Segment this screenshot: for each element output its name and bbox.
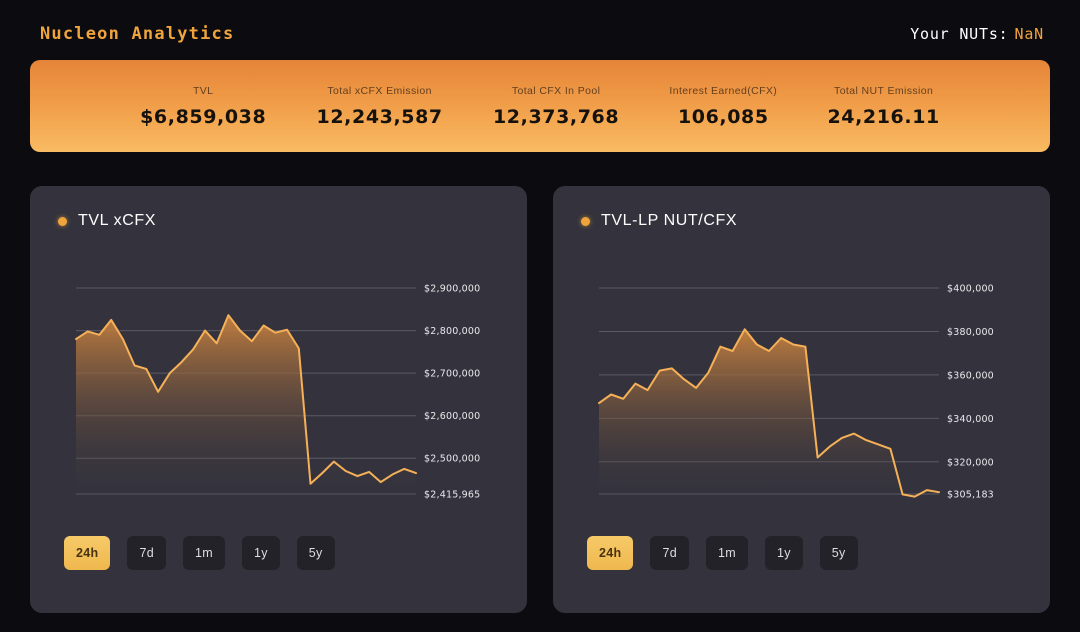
svg-text:$360,000: $360,000 [947, 370, 994, 381]
stats-banner: TVL $6,859,038 Total xCFX Emission 12,24… [30, 60, 1050, 152]
card-title-row: TVL xCFX [58, 212, 499, 230]
stat-cfx-in-pool: Total CFX In Pool 12,373,768 [493, 85, 619, 128]
your-nuts-label: Your NUTs: [910, 25, 1009, 43]
stat-tvl: TVL $6,859,038 [140, 85, 266, 128]
chart-svg: $400,000 $380,000 $360,000 $340,000 $320,000… [598, 284, 994, 501]
legend-dot-icon [581, 216, 590, 226]
stat-value: $6,859,038 [140, 105, 267, 128]
stat-label: Interest Earned(CFX) [669, 84, 778, 97]
chart-svg: $2,900,000 $2,800,000 $2,700,000 $2,600,000… [75, 284, 480, 501]
stat-label: Total xCFX Emission [327, 84, 432, 97]
your-nuts: Your NUTs: NaN [910, 25, 1044, 43]
stat-label: Total NUT Emission [834, 84, 934, 97]
time-range-button-5y[interactable]: 5y [819, 536, 858, 570]
area-chart: $400,000 $380,000 $360,000 $340,000 $320,000… [589, 278, 1022, 510]
time-range-button-1y[interactable]: 1y [241, 536, 280, 570]
time-range-button-5y[interactable]: 5y [296, 536, 335, 570]
svg-text:$2,415,965: $2,415,965 [424, 490, 480, 501]
time-range-button-7d[interactable]: 7d [650, 536, 689, 570]
stat-label: TVL [192, 84, 214, 97]
svg-text:$2,800,000: $2,800,000 [424, 326, 480, 337]
svg-text:$340,000: $340,000 [947, 414, 994, 425]
chart-title: TVL-LP NUT/CFX [601, 212, 738, 229]
svg-text:$380,000: $380,000 [947, 327, 994, 338]
chart-title: TVL xCFX [78, 212, 156, 229]
area-chart: $2,900,000 $2,800,000 $2,700,000 $2,600,000… [66, 278, 499, 510]
time-range-buttons: 24h 7d 1m 1y 5y [64, 536, 499, 570]
time-range-button-24h[interactable]: 24h [64, 536, 111, 570]
time-range-buttons: 24h 7d 1m 1y 5y [587, 536, 1022, 570]
time-range-button-24h[interactable]: 24h [587, 536, 634, 570]
card-title-row: TVL-LP NUT/CFX [581, 212, 1022, 230]
stat-label: Total CFX In Pool [511, 84, 601, 97]
charts-row: TVL xCFX $2,900,000 $2,800,000 $2,700,000 $… [30, 186, 1050, 613]
time-range-button-7d[interactable]: 7d [127, 536, 166, 570]
time-range-button-1y[interactable]: 1y [764, 536, 803, 570]
stat-value: 106,085 [677, 105, 769, 128]
svg-text:$2,500,000: $2,500,000 [424, 454, 480, 465]
stat-xcfx-emission: Total xCFX Emission 12,243,587 [317, 85, 443, 128]
svg-text:$2,700,000: $2,700,000 [424, 369, 480, 380]
time-range-button-1m[interactable]: 1m [705, 536, 748, 570]
svg-text:$2,900,000: $2,900,000 [424, 284, 480, 295]
svg-text:$305,183: $305,183 [947, 490, 994, 501]
stat-nut-emission: Total NUT Emission 24,216.11 [827, 85, 939, 128]
time-range-button-1m[interactable]: 1m [182, 536, 225, 570]
stat-value: 12,243,587 [316, 105, 443, 128]
stat-value: 24,216.11 [827, 105, 940, 128]
svg-text:$400,000: $400,000 [947, 284, 994, 295]
legend-dot-icon [58, 216, 67, 226]
stat-value: 12,373,768 [492, 105, 620, 128]
chart-card-tvl-xcfx: TVL xCFX $2,900,000 $2,800,000 $2,700,000 $… [30, 186, 527, 613]
svg-text:$320,000: $320,000 [947, 457, 994, 468]
your-nuts-value: NaN [1014, 25, 1044, 43]
stat-interest-earned: Interest Earned(CFX) 106,085 [669, 85, 777, 128]
top-bar: Nucleon Analytics Your NUTs: NaN [0, 0, 1080, 60]
svg-text:$2,600,000: $2,600,000 [424, 411, 480, 422]
app-title: Nucleon Analytics [40, 24, 235, 44]
chart-card-tvl-lp-nut-cfx: TVL-LP NUT/CFX $400,000 $380,000 $360,000 $… [553, 186, 1050, 613]
